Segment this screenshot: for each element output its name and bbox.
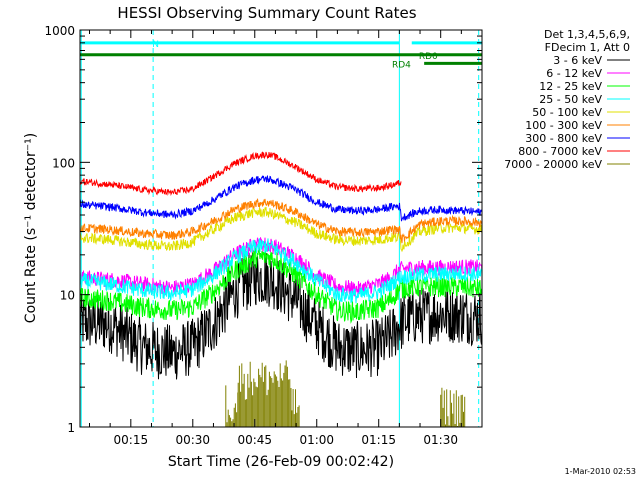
attenuator-bar-label: N [152,40,159,50]
series-line-3 [79,238,483,304]
y-tick-label-1: 10 [60,289,75,303]
chart-title: HESSI Observing Summary Count Rates [117,4,416,22]
legend: Det 1,3,4,5,6,9,FDecim 1, Att 03 - 6 keV… [504,28,630,171]
x-tick-label-5: 01:30 [423,433,458,447]
y-tick-label-0: 1 [67,421,75,435]
series-line-1 [79,237,483,297]
series-line-6 [79,174,483,222]
legend-label-3: 25 - 50 keV [539,93,602,106]
series-line-0 [79,250,483,380]
x-axis: 00:15 00:30 00:45 01:00 01:15 01:30 [89,30,462,447]
rd4-bar-label: RD4 [392,60,411,70]
x-axis-label: Start Time (26-Feb-09 00:02:42) [168,454,394,470]
footer-timestamp: 1-Mar-2010 02:53 [565,467,636,476]
olive-burst-2 [291,389,300,427]
legend-label-8: 7000 - 20000 keV [504,158,602,171]
legend-label-5: 100 - 300 keV [525,119,602,132]
series-line-4 [79,205,483,253]
x-tick-label-2: 00:45 [237,433,272,447]
series-7000-20000-kev [225,360,466,427]
y-axis: 1 10 100 1000 [44,24,482,435]
olive-burst-1 [237,360,292,427]
legend-label-4: 50 - 100 keV [532,106,602,119]
legend-label-2: 12 - 25 keV [539,80,602,93]
legend-label-0: 3 - 6 keV [553,54,602,67]
x-tick-label-3: 01:00 [299,433,334,447]
plot-frame [79,29,483,428]
y-tick-label-3: 1000 [44,24,75,38]
olive-burst-3 [440,387,466,427]
rd0-bar-label: RD0 [419,52,438,62]
series-line-7 [79,151,402,197]
x-tick-label-0: 00:15 [114,433,149,447]
legend-header-1: FDecim 1, Att 0 [545,41,630,54]
legend-header-0: Det 1,3,4,5,6,9, [544,28,630,41]
series-line-5 [79,198,483,244]
status-bars: N RD0 RD4 [80,40,482,70]
y-tick-label-2: 100 [52,156,75,170]
y-axis-label: Count Rate (s⁻¹ detector⁻¹) [23,133,39,323]
x-tick-label-1: 00:30 [175,433,210,447]
legend-label-7: 800 - 7000 keV [518,145,602,158]
series-lines [79,151,483,380]
legend-label-6: 300 - 800 keV [525,132,602,145]
legend-label-1: 6 - 12 keV [546,67,602,80]
olive-burst-0 [225,385,239,427]
x-tick-label-4: 01:15 [361,433,396,447]
